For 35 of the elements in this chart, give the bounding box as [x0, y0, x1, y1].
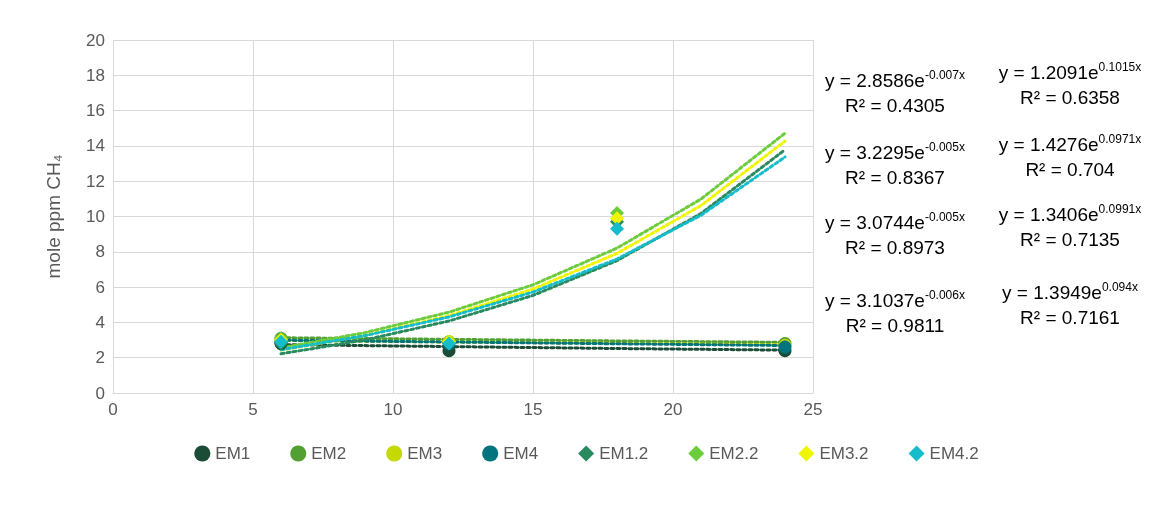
legend-label: EM1.2 — [599, 444, 649, 463]
point — [610, 221, 624, 236]
y-tick-label: 8 — [95, 242, 105, 262]
y-tick-label: 16 — [86, 101, 105, 121]
y-axis-title: mole ppm CH₄ — [43, 154, 64, 279]
text: R² = 0.9811 — [845, 314, 945, 336]
y-tick-label: 2 — [95, 348, 105, 368]
x-tick-label: 10 — [383, 400, 403, 419]
y-tick-label: 18 — [86, 65, 105, 85]
text: R² = 0.704 — [1025, 158, 1116, 180]
x-tick-label: 15 — [523, 400, 543, 419]
x-tick-label: 0 — [108, 400, 118, 419]
text: R² = 0.6358 — [1020, 86, 1120, 108]
x-tick-label: 25 — [803, 400, 823, 419]
x-tick-label: 20 — [663, 400, 683, 419]
y-tick-label: 12 — [86, 171, 105, 191]
y-tick-label: 0 — [95, 383, 105, 403]
y-tick-label: 6 — [95, 277, 105, 297]
legend-label: EM3 — [407, 444, 443, 463]
text: R² = 0.4305 — [845, 94, 945, 116]
legend-label: EM4 — [503, 444, 539, 463]
y-tick-label: 20 — [86, 30, 105, 50]
y-tick-label: 14 — [86, 136, 105, 156]
y-tick-label: 4 — [95, 312, 105, 332]
legend-label: EM1 — [215, 444, 251, 463]
legend-label: EM2.2 — [709, 444, 759, 463]
y-tick-label: 10 — [86, 207, 105, 226]
text: R² = 0.7161 — [1020, 306, 1120, 328]
legend-label: EM2 — [311, 444, 347, 463]
legend-label: EM4.2 — [929, 444, 979, 463]
x-tick-label: 5 — [248, 400, 258, 419]
legend-label: EM3.2 — [819, 444, 869, 463]
text: R² = 0.8973 — [845, 236, 945, 258]
text: R² = 0.8367 — [845, 166, 945, 188]
text: R² = 0.7135 — [1020, 228, 1120, 250]
